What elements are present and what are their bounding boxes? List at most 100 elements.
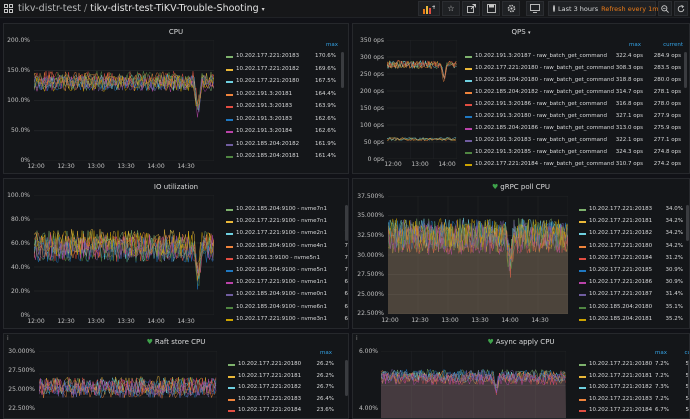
panel-title[interactable]: IO utilization (153, 183, 199, 191)
legend-item[interactable]: 10.202.177.221:20187 31.4% (579, 290, 689, 301)
info-icon[interactable]: i (7, 335, 9, 342)
info-icon[interactable]: i (356, 335, 358, 342)
legend-item[interactable]: 10.202.177.221:20181 26.2% (228, 372, 348, 383)
legend-item[interactable]: 10.202.177.221:9100 - nvme3n1 6 (226, 315, 348, 326)
legend-item[interactable]: 10.202.185.204:9100 - nvme4n1 7 (226, 242, 348, 253)
chevron-down-icon[interactable]: ▾ (261, 6, 265, 13)
legend: 10.202.177.221:20183 34.0% 10.202.177.221:… (579, 205, 689, 328)
legend-item[interactable]: 10.202.177.221:20184 6.7% 5 (579, 406, 689, 417)
legend-item[interactable]: 10.202.177.221:20180 - raw_batch_get_com… (465, 64, 687, 75)
legend-item[interactable]: 10.202.177.221:20182 34.2% (579, 229, 689, 240)
legend-header-current[interactable]: cu (684, 350, 689, 356)
legend-item[interactable]: 10.202.177.221:20185 30.9% (579, 266, 689, 277)
time-range-picker[interactable]: Last 3 hours Refresh every 1m (548, 1, 659, 16)
legend-header-max[interactable]: max (326, 42, 338, 48)
share-button[interactable] (462, 1, 480, 16)
dashboard-grid-icon[interactable] (4, 4, 14, 14)
cpu-graph[interactable] (34, 40, 214, 161)
legend-series-name: 10.202.177.221:20184 (589, 254, 653, 261)
legend-item[interactable]: 10.202.177.221:20183 26.4% (228, 395, 348, 406)
breadcrumb-folder[interactable]: tikv-distr-test (18, 3, 81, 14)
chevron-down-icon[interactable]: ▾ (527, 30, 531, 36)
legend-scrollbar[interactable] (345, 205, 348, 241)
legend-item[interactable]: 10.202.191.3:9100 - nvme5n1 7 (226, 254, 348, 265)
legend-header-max[interactable]: max (629, 42, 641, 48)
legend-scrollbar[interactable] (345, 360, 348, 396)
zoom-out-button[interactable] (658, 1, 672, 16)
io-utilization-graph[interactable] (34, 195, 214, 315)
legend-item[interactable]: 10.202.177.221:20182 169.6% (226, 65, 344, 76)
raft-store-cpu-graph[interactable] (39, 351, 217, 419)
legend-swatch (465, 140, 472, 142)
legend-item[interactable]: 10.202.177.221:20184 - raw_batch_get_com… (465, 160, 687, 171)
legend-item[interactable]: 10.202.177.221:20184 31.2% (579, 254, 689, 265)
dashboard-title[interactable]: tikv-distr-test-TiKV-Trouble-Shooting (90, 3, 259, 14)
qps-graph[interactable] (387, 40, 457, 159)
legend-item[interactable]: 10.202.185.204:20186 - raw_batch_get_com… (465, 124, 687, 135)
panel-title[interactable]: ♥ gRPC poll CPU (353, 183, 689, 191)
legend-item[interactable]: 10.202.191.3:20183 163.9% (226, 102, 344, 113)
panel-title[interactable]: CPU (168, 28, 184, 36)
legend-item[interactable]: 10.202.177.221:20180 26.2% (228, 360, 348, 371)
legend-item[interactable]: 10.202.185.204:20180 - raw_batch_get_com… (465, 76, 687, 87)
grpc-poll-cpu-graph[interactable] (388, 196, 568, 314)
legend-scrollbar[interactable] (686, 205, 689, 241)
legend-item[interactable]: 10.202.177.221:20183 7.2% 5 (579, 395, 689, 406)
legend-header-current[interactable]: current (663, 42, 683, 48)
legend-item[interactable]: 10.202.185.204:20180 35.1% (579, 303, 689, 314)
legend-swatch (579, 306, 586, 309)
legend-item[interactable]: 10.202.185.204:20182 - raw_batch_get_com… (465, 88, 687, 99)
legend-item[interactable]: 10.202.185.204:20181 161.4% (226, 152, 344, 163)
refresh-button[interactable] (674, 1, 688, 16)
legend-scrollbar[interactable] (684, 52, 687, 88)
legend-swatch (465, 92, 472, 94)
legend-item[interactable]: 10.202.185.204:20182 161.9% (226, 140, 344, 151)
legend-item[interactable]: 10.202.191.3:20184 162.6% (226, 127, 344, 138)
legend-scrollbar[interactable] (688, 360, 689, 396)
legend-swatch (228, 364, 235, 366)
save-button[interactable] (482, 1, 500, 16)
legend-item[interactable]: 10.202.191.3:20187 - raw_batch_get_comma… (465, 52, 687, 63)
legend-header-max[interactable]: max (655, 350, 667, 356)
tv-mode-button[interactable] (526, 1, 544, 16)
legend-scrollbar[interactable] (341, 52, 344, 88)
legend-swatch (579, 245, 586, 248)
legend-item[interactable]: 10.202.177.221:20183 170.6% (226, 52, 344, 63)
legend-item[interactable]: 10.202.191.3:20180 - raw_batch_get_comma… (465, 112, 687, 123)
legend-item[interactable]: 10.202.177.221:20181 34.2% (579, 217, 689, 228)
legend-item[interactable]: 10.202.177.221:20180 34.2% (579, 242, 689, 253)
legend-item[interactable]: 10.202.177.221:20186 30.9% (579, 278, 689, 289)
legend-item[interactable]: 10.202.191.3:20183 - raw_batch_get_comma… (465, 136, 687, 147)
legend-item[interactable]: 10.202.177.221:20184 23.6% (228, 406, 348, 417)
legend-item[interactable]: 10.202.177.221:9100 - nvme1n1 6 (226, 278, 348, 289)
legend-item[interactable]: 10.202.191.3:20181 164.4% (226, 90, 344, 101)
legend-item[interactable]: 10.202.185.204:9100 - nvme6n1 6 (226, 303, 348, 314)
legend-item[interactable]: 10.202.185.204:20181 35.2% (579, 315, 689, 326)
add-panel-button[interactable]: + (418, 1, 440, 16)
async-apply-cpu-graph[interactable] (381, 351, 566, 419)
legend-item[interactable]: 10.202.191.3:20185 - raw_batch_get_comma… (465, 148, 687, 159)
legend-item[interactable]: 10.202.191.3:20186 - raw_batch_get_comma… (465, 100, 687, 111)
legend-header-max[interactable]: max (320, 350, 332, 356)
legend-series-name: 10.202.185.204:9100 - nvme0n1 (236, 291, 328, 298)
panel-title[interactable]: QPS ▾ (353, 28, 689, 36)
panel-title[interactable]: ♥ Async apply CPU (353, 338, 689, 346)
legend-swatch (226, 233, 233, 236)
y-tick: 200 ops (360, 88, 384, 95)
legend-item[interactable]: 10.202.185.204:9100 - nvme0n1 6 (226, 290, 348, 301)
legend-item[interactable]: 10.202.191.3:20183 162.6% (226, 115, 344, 126)
legend-item[interactable]: 10.202.177.221:20182 26.7% (228, 383, 348, 394)
legend-item[interactable]: 10.202.177.221:9100 - nvme2n17 (226, 229, 348, 240)
star-button[interactable]: ☆ (442, 1, 460, 16)
settings-button[interactable] (502, 1, 520, 16)
legend-item[interactable]: 10.202.177.221:20180 167.5% (226, 77, 344, 88)
legend-item[interactable]: 10.202.177.221:20183 34.0% (579, 205, 689, 216)
legend-item[interactable]: 10.202.185.204:9100 - nvme5n1 7 (226, 266, 348, 277)
legend-series-name: 10.202.177.221:20182 (236, 65, 300, 72)
panel-title[interactable]: ♥ Raft store CPU (4, 338, 348, 346)
